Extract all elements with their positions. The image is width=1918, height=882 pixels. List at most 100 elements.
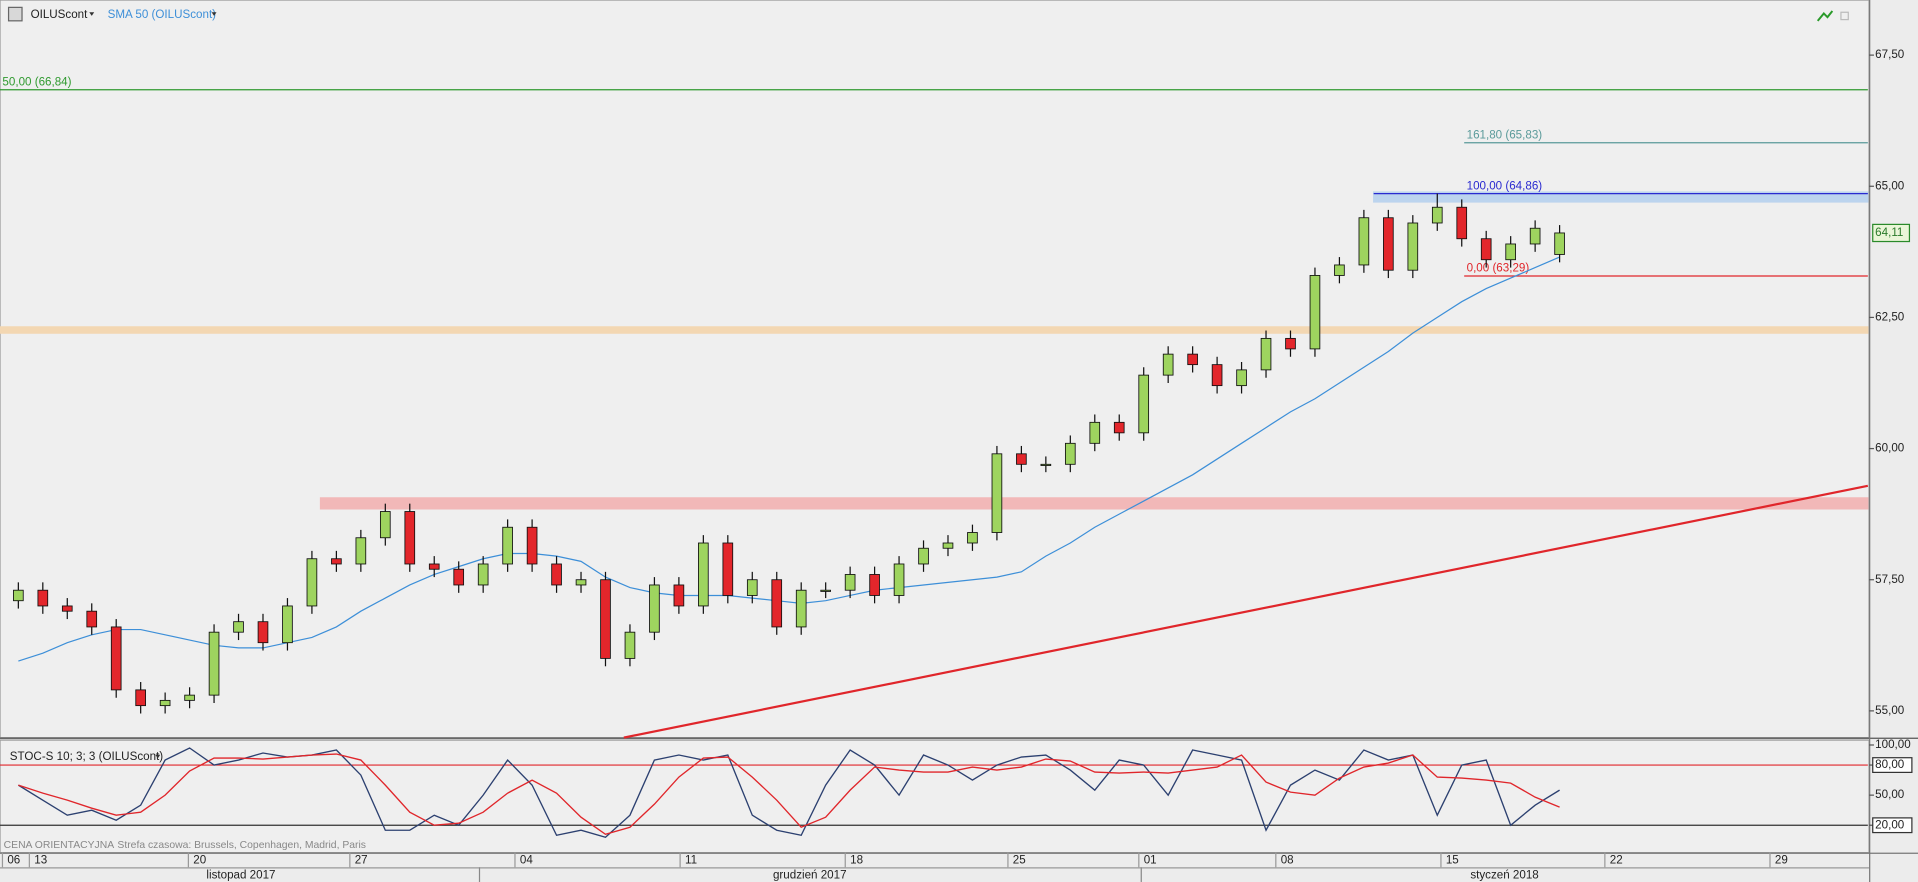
candle-body (1456, 206, 1468, 240)
level-label: 161,80 (65,83) (1467, 128, 1543, 141)
candle-body (1554, 232, 1565, 255)
symbol-icon[interactable] (7, 6, 23, 22)
x-tick-label: 15 (1446, 854, 1459, 867)
y-tick-label: 67,50 (1875, 48, 1904, 61)
x-tick-label: 04 (520, 854, 533, 867)
dropdown-arrow[interactable] (155, 754, 161, 759)
month-label: styczeń 2018 (1470, 868, 1538, 881)
x-tick-label: 01 (1144, 854, 1157, 867)
y-tick-label: 65,00 (1875, 179, 1904, 192)
candle-body (844, 574, 856, 591)
x-tick-label: 20 (193, 854, 206, 867)
candle-body (1187, 353, 1198, 366)
x-tick-label: 29 (1775, 854, 1788, 867)
candle-body (1309, 275, 1321, 350)
symbol-name[interactable]: OILUScont (31, 8, 89, 21)
candle-body (1113, 421, 1125, 434)
window-icon[interactable] (1840, 11, 1849, 21)
candle-body (942, 542, 954, 549)
price-type: CENA ORIENTACYJNA (4, 840, 115, 851)
y-tick-label: 55,00 (1875, 704, 1904, 717)
candle-body (1236, 369, 1247, 387)
x-tick-label: 08 (1281, 854, 1294, 867)
y-tick-label: 62,50 (1875, 310, 1904, 323)
candle-body (600, 579, 611, 659)
candle-body (893, 563, 905, 596)
zone (319, 497, 1869, 510)
x-tick-label: 22 (1610, 854, 1623, 867)
candle-body (575, 579, 587, 586)
candle-body (820, 589, 831, 592)
candle-body (1407, 222, 1419, 271)
timezone: Strefa czasowa: Brussels, Copenhagen, Ma… (117, 840, 366, 851)
candle-body (746, 579, 758, 596)
candle-body (1285, 337, 1296, 350)
candle-body (379, 511, 391, 539)
tick-box (1872, 757, 1913, 774)
x-tick-label: 11 (685, 854, 697, 867)
oscillator-name[interactable]: STOC-S 10; 3; 3 (OILUScont) (10, 750, 163, 763)
zone (0, 326, 1869, 334)
candle-body (1358, 217, 1370, 266)
candle-body (404, 511, 416, 565)
line (18, 753, 1560, 835)
candle-body (502, 526, 513, 565)
candle-body (624, 631, 636, 659)
candle-body (649, 584, 660, 633)
indicator-name[interactable]: SMA 50 (OILUScont) (108, 8, 217, 21)
y-tick-label: 80,00 (1875, 758, 1904, 771)
candle-body (355, 537, 367, 565)
x-tick-label: 18 (850, 854, 863, 867)
candle-body (967, 532, 978, 544)
trend-icon[interactable] (1816, 10, 1834, 22)
month-label: listopad 2017 (206, 868, 275, 881)
candle-body (722, 542, 734, 596)
last-price-label: 64,11 (1875, 226, 1903, 239)
candle-body (306, 558, 318, 607)
candle-body (159, 699, 171, 707)
line (17, 747, 1560, 839)
candle-body (184, 694, 195, 701)
candle-body (13, 589, 24, 602)
candle-body (991, 453, 1003, 533)
candle-body (1064, 442, 1076, 465)
candle-body (1334, 264, 1345, 276)
line (18, 256, 1560, 662)
dropdown-arrow[interactable] (89, 12, 95, 16)
candle-body (1505, 243, 1516, 261)
x-tick-label: 25 (1013, 854, 1026, 867)
zone (1373, 191, 1869, 203)
level-label: 100,00 (64,86) (1467, 179, 1543, 192)
candle-body (1383, 217, 1394, 271)
candle-body (673, 584, 685, 607)
y-tick-label: 20,00 (1875, 818, 1904, 831)
candle-body (331, 558, 342, 565)
candle-body (1089, 421, 1101, 444)
candle-body (698, 542, 709, 607)
candle-body (526, 526, 538, 565)
level-label: 0,00 (63,29) (1467, 262, 1530, 275)
last-price-box (1872, 223, 1911, 243)
tick-box (1872, 817, 1913, 834)
candle-body (795, 589, 807, 628)
candle-body (135, 689, 146, 707)
month-label: grudzień 2017 (773, 868, 847, 881)
y-tick-label: 57,50 (1875, 573, 1904, 586)
candle-body (1480, 238, 1492, 261)
candle-body (110, 626, 122, 691)
candle-body (233, 621, 244, 633)
candle-body (1211, 364, 1223, 387)
dropdown-arrow[interactable] (211, 12, 217, 16)
candle-body (453, 568, 465, 586)
candle-body (86, 610, 98, 628)
x-tick-label: 06 (7, 854, 20, 867)
candle-body (1138, 374, 1150, 434)
candle-body (918, 547, 929, 565)
candle-body (477, 563, 489, 586)
price-panel (0, 0, 1870, 739)
x-tick-label: 27 (355, 854, 368, 867)
trendline (623, 484, 1869, 739)
candle-body (869, 574, 880, 596)
